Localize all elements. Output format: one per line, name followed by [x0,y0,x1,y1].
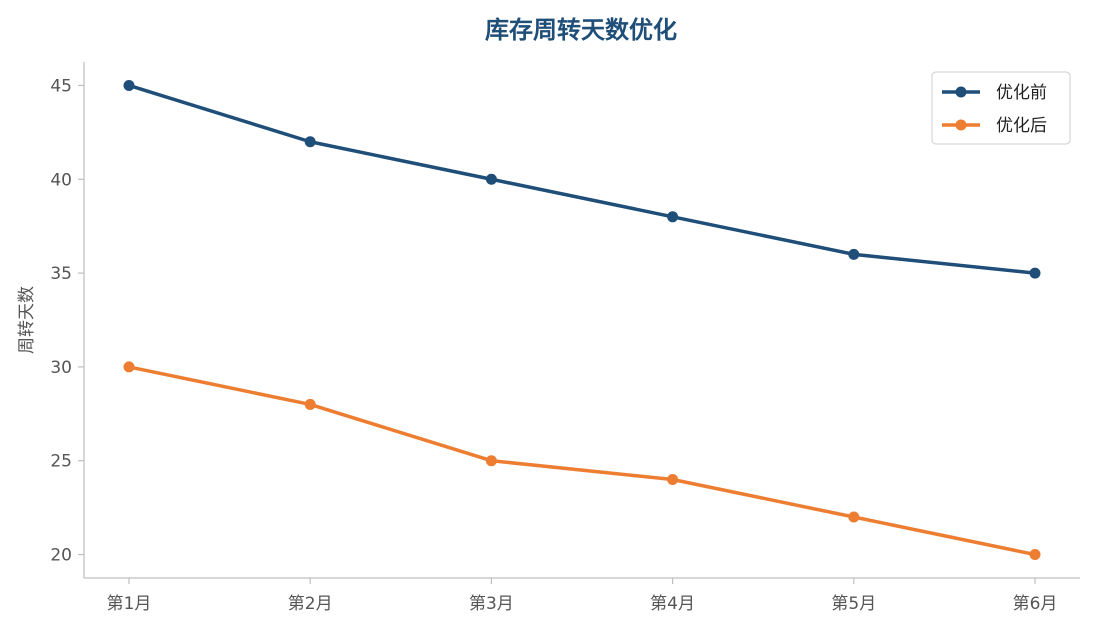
axes [83,62,1080,579]
legend-marker [955,86,967,98]
data-point [123,361,135,373]
data-point [1029,267,1041,279]
series-1 [123,79,1041,279]
series-2 [123,361,1041,561]
data-point [304,398,316,410]
data-point [485,173,497,185]
data-point [848,248,860,260]
y-tick-label: 25 [50,452,72,472]
data-point [304,136,316,148]
data-point [667,473,679,485]
x-tick-label: 第6月 [1013,594,1058,614]
data-point [123,79,135,91]
x-tick-label: 第1月 [107,594,152,614]
data-point [1029,549,1041,561]
x-tick-label: 第4月 [650,594,695,614]
x-tick-label: 第2月 [288,594,333,614]
chart-title: 库存周转天数优化 [485,16,677,44]
x-tick-label: 第3月 [469,594,514,614]
y-ticks: 20 25 30 35 40 45 [50,76,84,566]
data-point [848,511,860,523]
legend-label: 优化后 [996,116,1047,136]
legend-marker [955,119,967,131]
data-point [667,211,679,223]
y-tick-label: 30 [50,358,72,378]
data-point [485,455,497,467]
series-group [123,79,1041,561]
y-tick-label: 45 [50,76,72,96]
y-tick-label: 20 [50,546,72,566]
y-axis-label: 周转天数 [17,286,37,354]
legend-label: 优化前 [996,83,1047,103]
y-tick-label: 40 [50,170,72,190]
y-tick-label: 35 [50,264,72,284]
x-ticks: 第1月 第2月 第3月 第4月 第5月 第6月 [107,578,1058,614]
x-tick-label: 第5月 [831,594,876,614]
series-line [127,83,1037,275]
series-line [127,365,1037,557]
